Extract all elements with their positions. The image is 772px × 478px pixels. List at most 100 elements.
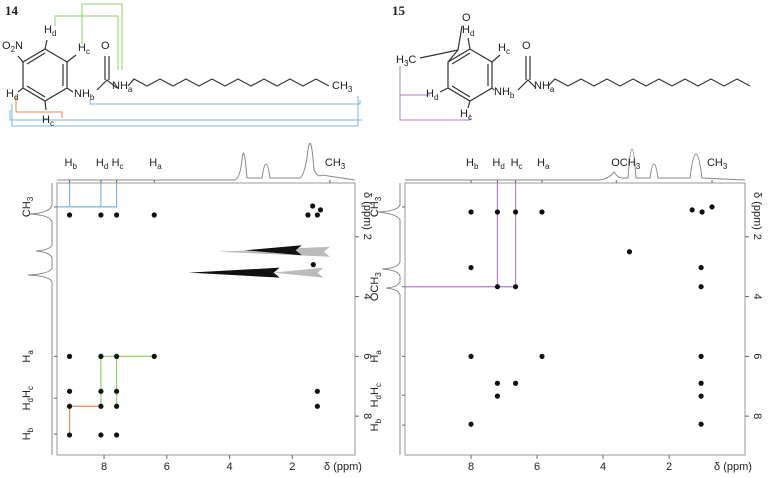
label-part: O	[522, 40, 531, 52]
label-part: CH	[707, 157, 723, 169]
subscript: 3	[636, 162, 641, 171]
label-part: H	[21, 355, 33, 363]
cross-peak	[114, 403, 120, 409]
structure-15	[399, 25, 751, 121]
subscript: c	[374, 383, 383, 387]
x-tick-label: 6	[164, 461, 170, 473]
bonds	[419, 25, 751, 109]
peak-label: Hc	[112, 157, 124, 171]
cross-peak	[626, 249, 633, 255]
atom-label: O2N	[2, 40, 23, 54]
cross-peak	[698, 393, 704, 399]
cross-peak	[98, 388, 104, 394]
y-axis-label: δ (ppm)	[361, 192, 373, 230]
spectrum-top	[57, 142, 356, 181]
peak-label: Hd	[96, 157, 108, 171]
label-part: O	[2, 40, 11, 52]
subscript: d	[14, 93, 18, 102]
cross-peak	[698, 380, 704, 386]
label-part: C	[408, 54, 416, 66]
atom-label: NHa	[112, 80, 133, 94]
cross-peak	[494, 209, 501, 215]
label-part: H	[492, 157, 500, 169]
cross-peak	[512, 209, 519, 215]
label-part: CH	[332, 80, 348, 92]
peak-label: Ha	[369, 350, 383, 363]
label-part: H	[42, 114, 50, 126]
subscript: 3	[723, 162, 728, 171]
noe-bracket	[15, 96, 63, 118]
cross-peak	[114, 212, 120, 218]
label-part: H	[21, 390, 33, 398]
ring	[447, 48, 493, 102]
cross-peak	[494, 284, 501, 290]
label-part: O	[101, 40, 110, 52]
bonds	[17, 39, 330, 111]
correlation-guide	[57, 183, 118, 208]
y-tick-label: 2	[361, 234, 373, 240]
cross-peak	[468, 209, 474, 215]
label-part: CH	[21, 201, 33, 217]
atom-label: Hc	[460, 108, 472, 122]
cross-peak	[310, 262, 316, 268]
subscript: c	[506, 47, 510, 56]
cross-peak	[512, 380, 519, 386]
streak	[245, 245, 302, 256]
x-axis-label: δ (ppm)	[714, 461, 752, 473]
subscript: d	[26, 398, 35, 402]
label-part: H	[498, 42, 506, 54]
streak	[273, 267, 324, 278]
atom-label: Hc	[42, 114, 54, 128]
noe-bracket	[399, 66, 471, 121]
streak	[188, 267, 280, 278]
label-part: NH	[74, 88, 90, 100]
label-part: H	[396, 54, 404, 66]
plot-frame	[56, 182, 356, 456]
atom-label: Hd	[462, 24, 474, 38]
cross-peak	[66, 403, 73, 409]
atom-label: NHb	[494, 86, 515, 100]
label-part: H	[537, 157, 545, 169]
x-tick-label: 2	[666, 461, 672, 473]
subscript: c	[468, 113, 472, 122]
subscript: a	[550, 85, 555, 94]
ring	[22, 48, 68, 102]
label-part: NH	[112, 80, 128, 92]
correlation-guide	[100, 355, 155, 407]
subscript: d	[104, 162, 108, 171]
atom-label: CH3	[332, 80, 353, 94]
cross-peak	[310, 203, 316, 209]
subscript: 3	[26, 196, 35, 201]
atom-label: NHa	[534, 80, 555, 94]
subscript: d	[500, 162, 504, 171]
cross-peak	[98, 212, 104, 218]
atom-label: O	[522, 40, 531, 52]
subscript: 2	[11, 45, 16, 54]
subscript: b	[26, 427, 35, 432]
cross-peak	[689, 207, 695, 213]
atom-label: Hc	[78, 42, 90, 56]
label-part: H	[426, 88, 434, 100]
correlation-guide	[405, 183, 517, 288]
peak-label: Hc	[511, 157, 523, 171]
label-part: H	[462, 24, 470, 36]
noe-bracket	[54, 3, 123, 70]
correlation-guide	[68, 405, 101, 435]
y-tick-label: 8	[361, 413, 373, 419]
cross-peak	[698, 284, 704, 290]
y-axis-label: δ (ppm)	[751, 192, 763, 230]
label-part: H	[369, 399, 381, 407]
structure-14	[9, 3, 362, 127]
subscript: 3	[374, 196, 383, 201]
peak-label: Ha	[149, 157, 162, 171]
subscript: d	[434, 93, 438, 102]
cross-peak	[98, 432, 104, 438]
label-part: CH	[369, 201, 381, 217]
atom-label: Hc	[498, 42, 510, 56]
atom-label: O	[462, 12, 471, 24]
cross-peak	[494, 393, 501, 399]
peak-label: Hb	[65, 157, 78, 171]
peak-label: CH3	[325, 157, 346, 171]
peak-label: OCH3	[369, 272, 383, 301]
